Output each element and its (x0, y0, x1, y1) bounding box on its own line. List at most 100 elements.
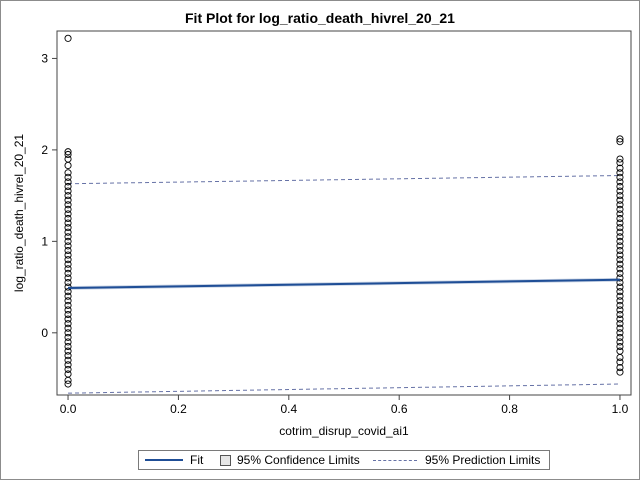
data-point (616, 315, 624, 323)
fit-line-path (68, 278, 620, 289)
data-point (64, 155, 72, 163)
data-point (616, 224, 624, 232)
data-point (616, 297, 624, 305)
data-point (616, 274, 624, 282)
data-point (64, 288, 72, 296)
data-point (64, 178, 72, 186)
data-point (64, 376, 72, 384)
data-point (64, 187, 72, 195)
data-point (616, 138, 624, 146)
data-point (616, 306, 624, 314)
data-point (64, 228, 72, 236)
data-point (616, 169, 624, 177)
prediction-limits-swatch (373, 459, 417, 461)
data-point (616, 260, 624, 268)
data-point (64, 315, 72, 323)
data-point (64, 242, 72, 250)
y-tick-label: 0 (41, 326, 48, 340)
data-point (64, 205, 72, 213)
x-tick-label: 0.2 (170, 402, 187, 416)
data-point (64, 342, 72, 351)
data-point (616, 324, 624, 332)
data-point (616, 292, 624, 300)
x-axis-label: cotrim_disrup_covid_ai1 (279, 424, 409, 438)
plot-area (56, 30, 632, 396)
confidence-band-swatch (220, 454, 231, 466)
legend-label-fit: Fit (190, 453, 204, 467)
data-point (64, 356, 72, 364)
data-point (616, 246, 624, 255)
data-point (64, 324, 72, 332)
data-point (616, 228, 624, 236)
data-point (616, 205, 624, 213)
data-point (64, 347, 72, 355)
y-tick-label: 1 (41, 234, 48, 248)
data-point (616, 288, 624, 296)
data-point (616, 187, 624, 195)
data-point (64, 269, 72, 277)
y-tick-label: 3 (41, 51, 48, 65)
data-point (64, 329, 72, 337)
data-point (616, 164, 624, 172)
legend-label-prediction: 95% Prediction Limits (425, 453, 541, 467)
data-point (64, 150, 72, 159)
legend-item-fit: Fit (145, 452, 203, 468)
data-point (616, 358, 624, 366)
data-point (616, 135, 624, 143)
data-point (616, 242, 624, 250)
data-point (616, 342, 624, 351)
data-point (616, 329, 624, 337)
data-point (64, 380, 72, 388)
legend-item-prediction: 95% Prediction Limits (373, 452, 540, 468)
data-point (64, 306, 72, 314)
data-point (64, 370, 72, 378)
data-point (616, 301, 624, 309)
y-axis-label: log_ratio_death_hivrel_20_21 (12, 134, 26, 292)
data-points (64, 34, 624, 388)
data-point (64, 260, 72, 268)
data-point (64, 361, 72, 369)
data-point (616, 364, 624, 372)
data-point (64, 196, 72, 204)
data-point (64, 201, 72, 209)
x-tick-label: 0.4 (280, 402, 297, 416)
data-point (64, 192, 72, 200)
legend: Fit 95% Confidence Limits 95% Prediction… (138, 450, 550, 470)
data-point (616, 278, 624, 287)
data-point (616, 368, 624, 376)
prediction-limit-lower (68, 383, 620, 394)
data-point (64, 237, 72, 245)
data-point (616, 182, 624, 191)
data-point (616, 310, 624, 319)
data-point (616, 338, 624, 346)
data-point (616, 219, 624, 227)
data-point (64, 338, 72, 346)
data-point (616, 256, 624, 264)
data-point (64, 173, 72, 181)
y-axis: 0 1 2 3 (41, 51, 57, 340)
data-point (64, 251, 72, 259)
data-point (616, 233, 624, 241)
fit-line-swatch (145, 459, 183, 461)
y-tick-label: 2 (41, 143, 48, 157)
legend-item-confidence: 95% Confidence Limits (220, 452, 360, 468)
data-point (64, 256, 72, 264)
data-point (64, 274, 72, 282)
data-point (64, 169, 72, 177)
data-point (64, 233, 72, 241)
data-point (616, 159, 624, 167)
x-tick-label: 0.6 (391, 402, 408, 416)
data-point (616, 196, 624, 204)
data-point (616, 347, 624, 355)
data-point (616, 192, 624, 200)
data-point (64, 301, 72, 309)
data-point (616, 265, 624, 273)
data-point (616, 320, 624, 328)
data-point (64, 292, 72, 300)
data-point (616, 251, 624, 259)
data-point (64, 352, 72, 360)
data-point (64, 310, 72, 319)
data-point (616, 210, 624, 218)
x-tick-label: 1.0 (612, 402, 629, 416)
